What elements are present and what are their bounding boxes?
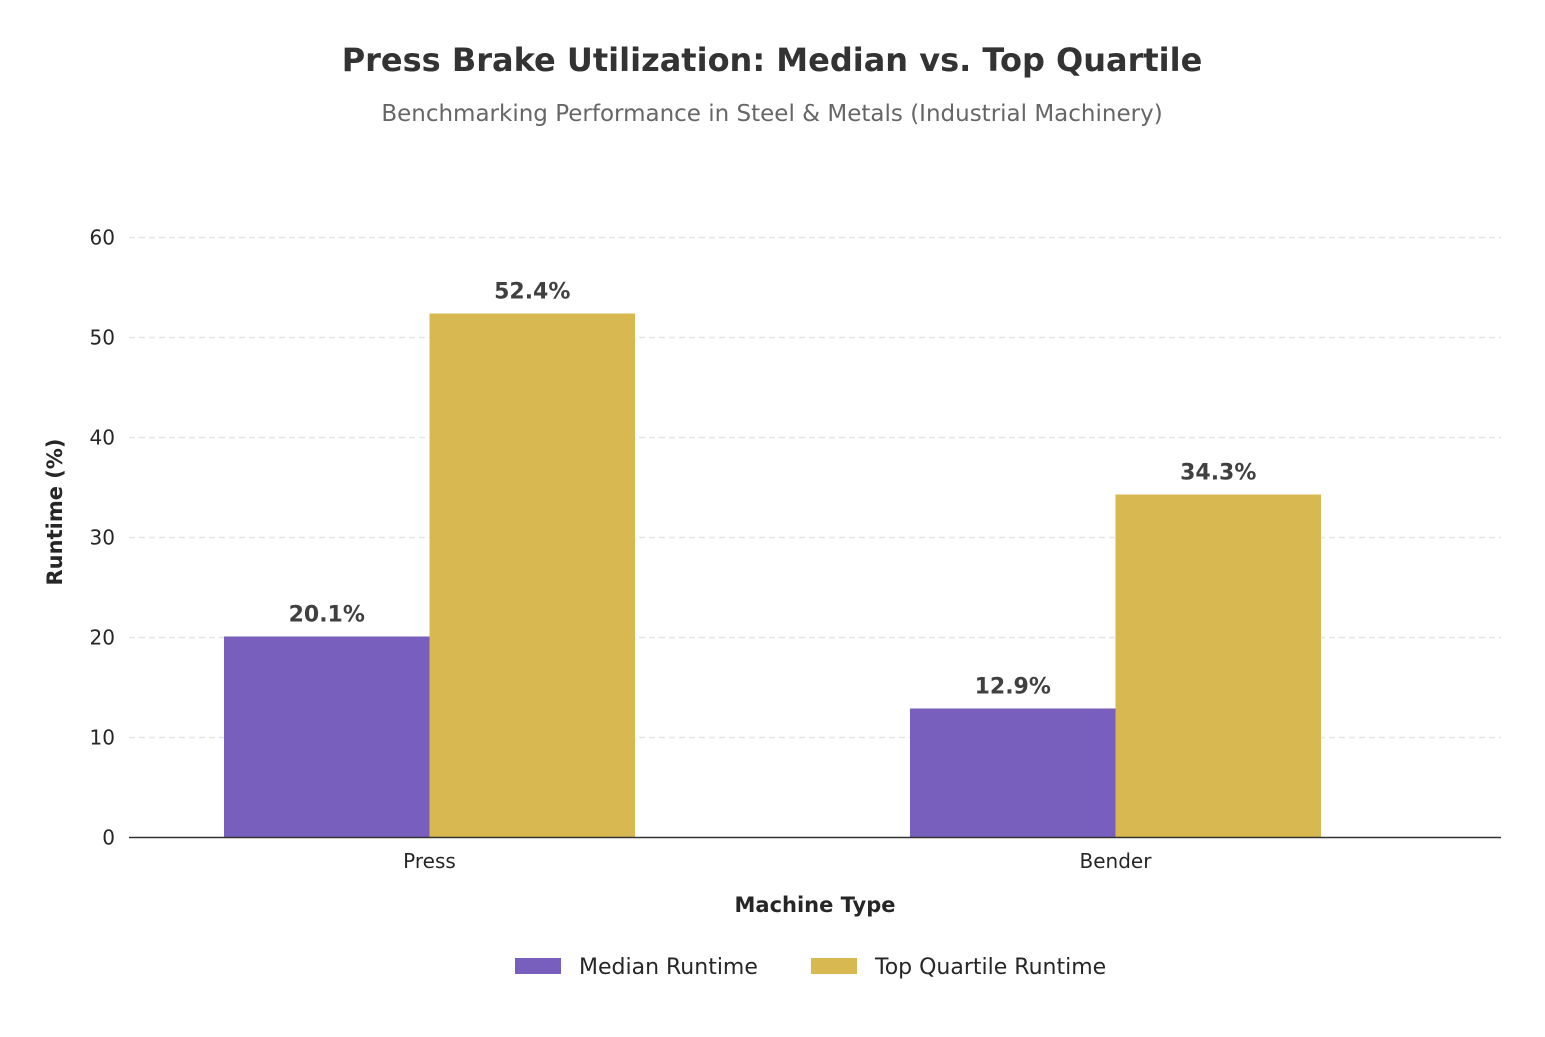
legend-swatch [811,958,857,974]
x-axis-ticks: Press Bender [403,849,1152,873]
x-tick-label: Bender [1080,849,1153,873]
bar [1115,494,1321,838]
x-tick-label: Press [403,849,456,873]
y-tick-label: 20 [90,626,115,650]
chart-title: Press Brake Utilization: Median vs. Top … [342,41,1203,79]
y-axis-title: Runtime (%) [43,439,67,586]
data-label: 20.1% [289,603,365,628]
y-tick-label: 10 [90,726,115,750]
y-tick-label: 60 [90,226,115,250]
chart-subtitle: Benchmarking Performance in Steel & Meta… [381,101,1162,127]
data-label: 52.4% [494,280,570,305]
data-label: 34.3% [1180,461,1256,486]
y-axis-ticks: 0 10 20 30 40 50 60 [90,226,115,850]
y-tick-label: 40 [90,426,115,450]
y-tick-label: 0 [102,826,115,850]
y-tick-label: 30 [90,526,115,550]
bar [910,708,1116,838]
bars [224,313,1321,838]
data-label: 12.9% [975,675,1051,700]
legend-swatch [515,958,561,974]
legend-label: Median Runtime [579,955,758,980]
bar [429,313,635,838]
y-tick-label: 50 [90,326,115,350]
legend: Median Runtime Top Quartile Runtime [515,955,1106,980]
x-axis-title: Machine Type [735,893,896,917]
data-labels: 20.1% 52.4% 12.9% 34.3% [289,280,1257,700]
bar [224,636,430,838]
legend-label: Top Quartile Runtime [874,955,1106,980]
